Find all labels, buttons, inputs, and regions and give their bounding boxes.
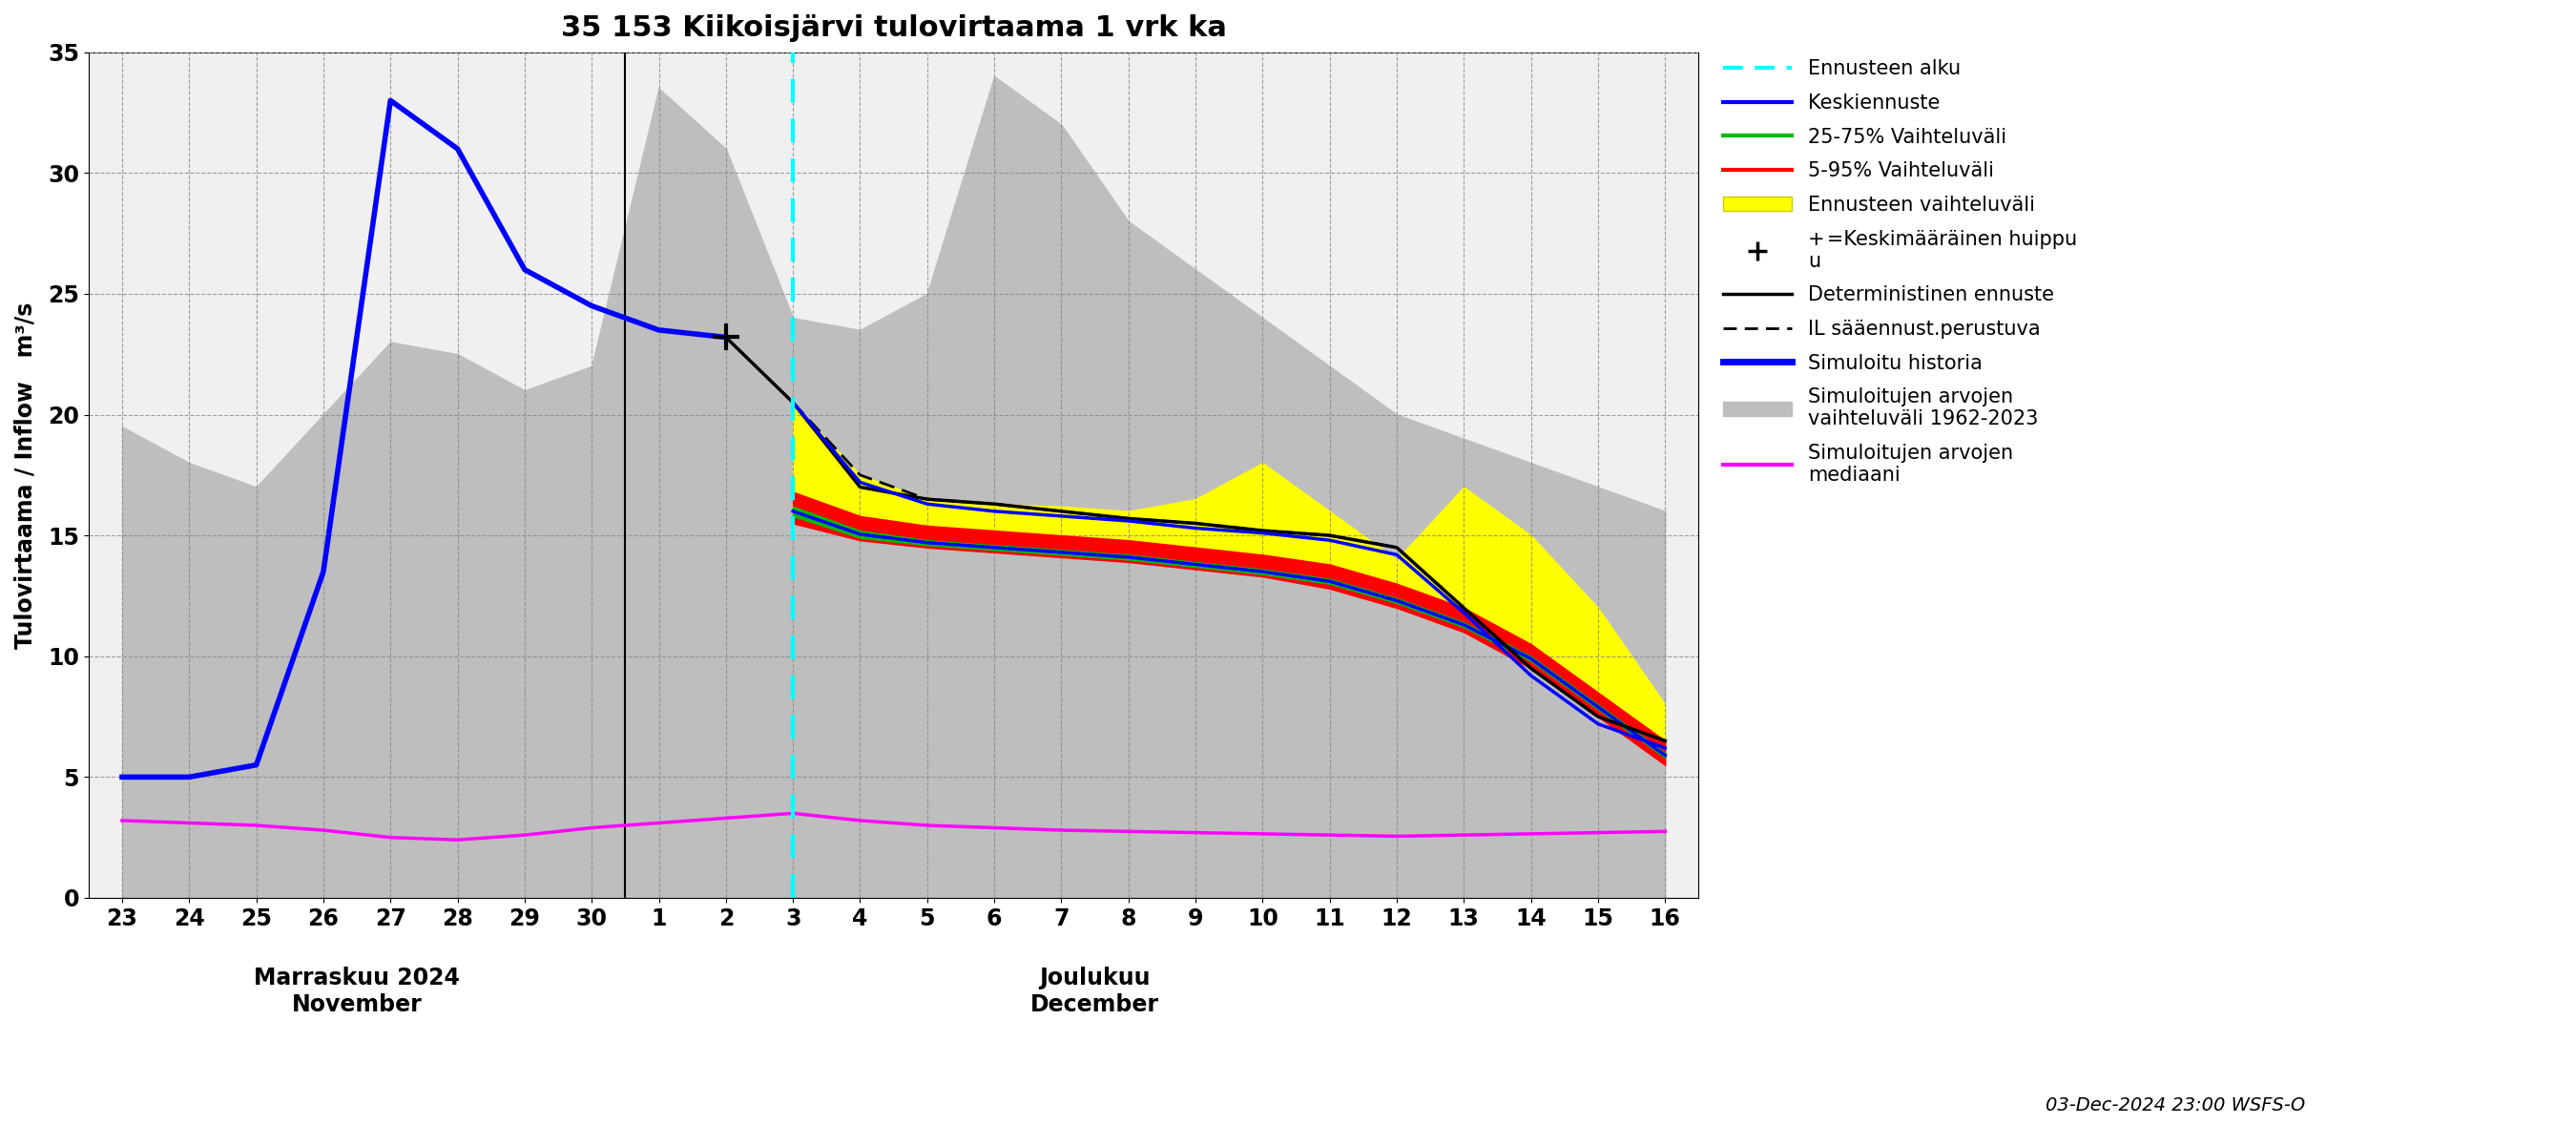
Text: 03-Dec-2024 23:00 WSFS-O: 03-Dec-2024 23:00 WSFS-O xyxy=(2045,1097,2306,1114)
Legend: Ennusteen alku, Keskiennuste, 25-75% Vaihteluväli, 5-95% Vaihteluväli, Ennusteen: Ennusteen alku, Keskiennuste, 25-75% Vai… xyxy=(1716,54,2084,491)
Title: 35 153 Kiikoisjärvi tulovirtaama 1 vrk ka: 35 153 Kiikoisjärvi tulovirtaama 1 vrk k… xyxy=(562,14,1226,42)
Text: Joulukuu
December: Joulukuu December xyxy=(1030,966,1159,1017)
Y-axis label: Tulovirtaama / Inflow   m³/s: Tulovirtaama / Inflow m³/s xyxy=(15,301,36,648)
Text: Marraskuu 2024
November: Marraskuu 2024 November xyxy=(255,966,461,1017)
